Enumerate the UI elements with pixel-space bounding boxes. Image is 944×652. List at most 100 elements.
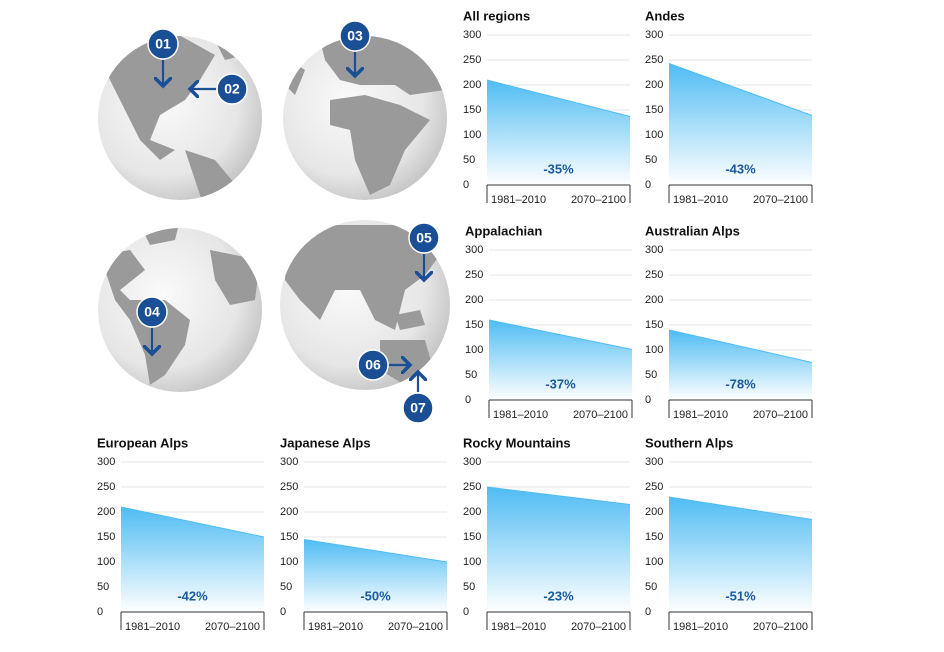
x-tick-label: 1981–2010 — [673, 194, 728, 206]
area-line — [486, 486, 631, 505]
y-tick-label: 0 — [645, 606, 651, 618]
marker-label: 02 — [224, 81, 240, 97]
y-tick-label: 250 — [465, 269, 483, 281]
y-tick-label: 100 — [97, 556, 115, 568]
y-tick-label: 100 — [463, 129, 481, 141]
chart-title: All regions — [463, 8, 530, 23]
area-fill — [669, 330, 812, 400]
area-fill — [487, 80, 630, 185]
x-tick-label: 2070–2100 — [571, 621, 626, 633]
y-tick-label: 300 — [645, 456, 663, 468]
y-tick-label: 150 — [645, 319, 663, 331]
x-tick-label: 2070–2100 — [573, 409, 628, 421]
x-tick-label: 1981–2010 — [673, 409, 728, 421]
y-tick-label: 250 — [645, 269, 663, 281]
x-tick-label: 2070–2100 — [753, 194, 808, 206]
y-tick-label: 250 — [645, 54, 663, 66]
area-fill — [669, 63, 812, 185]
area-fill — [489, 320, 632, 400]
y-tick-label: 200 — [645, 79, 663, 91]
marker-badge — [216, 73, 248, 105]
y-tick-label: 100 — [463, 556, 481, 568]
area-line — [668, 63, 813, 116]
y-tick-label: 100 — [645, 344, 663, 356]
area-line — [668, 496, 813, 520]
y-tick-label: 0 — [463, 606, 469, 618]
y-tick-label: 50 — [465, 369, 477, 381]
x-tick-label: 1981–2010 — [491, 621, 546, 633]
area-line — [303, 539, 448, 563]
y-tick-label: 50 — [463, 581, 475, 593]
x-tick-label: 2070–2100 — [753, 621, 808, 633]
change-label: -37% — [545, 376, 576, 391]
y-tick-label: 0 — [97, 606, 103, 618]
marker-label: 03 — [347, 28, 363, 44]
y-tick-label: 50 — [645, 581, 657, 593]
x-tick-label: 1981–2010 — [491, 194, 546, 206]
y-tick-label: 200 — [645, 506, 663, 518]
y-tick-label: 150 — [465, 319, 483, 331]
y-tick-label: 150 — [645, 104, 663, 116]
y-tick-label: 50 — [280, 581, 292, 593]
y-tick-label: 250 — [463, 54, 481, 66]
y-tick-label: 250 — [463, 481, 481, 493]
change-label: -50% — [360, 588, 391, 603]
y-tick-label: 150 — [280, 531, 298, 543]
area-fill — [304, 539, 447, 612]
chart-title: Australian Alps — [645, 223, 740, 238]
y-tick-label: 300 — [463, 29, 481, 41]
change-label: -51% — [725, 588, 756, 603]
y-tick-label: 300 — [463, 456, 481, 468]
marker-badge — [408, 222, 440, 254]
y-tick-label: 300 — [645, 244, 663, 256]
y-tick-label: 200 — [97, 506, 115, 518]
change-label: -23% — [543, 588, 574, 603]
chart-title: Rocky Mountains — [463, 435, 571, 450]
y-tick-label: 150 — [463, 531, 481, 543]
chart-title: European Alps — [97, 435, 188, 450]
chart-title: Southern Alps — [645, 435, 733, 450]
area-line — [486, 79, 631, 117]
marker-badge — [402, 392, 434, 424]
x-tick-label: 1981–2010 — [673, 621, 728, 633]
y-tick-label: 300 — [645, 29, 663, 41]
chart-title: Andes — [645, 8, 685, 23]
y-tick-label: 200 — [463, 79, 481, 91]
y-tick-label: 150 — [97, 531, 115, 543]
marker-badge — [339, 20, 371, 52]
y-tick-label: 0 — [463, 179, 469, 191]
change-label: -42% — [177, 588, 208, 603]
y-tick-label: 300 — [465, 244, 483, 256]
x-tick-label: 1981–2010 — [125, 621, 180, 633]
x-tick-label: 1981–2010 — [308, 621, 363, 633]
marker-label: 07 — [410, 400, 426, 416]
marker-label: 01 — [155, 36, 171, 52]
y-tick-label: 150 — [463, 104, 481, 116]
x-tick-label: 1981–2010 — [493, 409, 548, 421]
x-tick-label: 2070–2100 — [205, 621, 260, 633]
marker-label: 05 — [416, 230, 432, 246]
y-tick-label: 0 — [645, 179, 651, 191]
marker-badge — [136, 296, 168, 328]
area-fill — [487, 487, 630, 612]
area-fill — [669, 497, 812, 612]
y-tick-label: 150 — [645, 531, 663, 543]
marker-label: 04 — [144, 304, 160, 320]
chart-title: Appalachian — [465, 223, 542, 238]
marker-badge — [147, 28, 179, 60]
y-tick-label: 200 — [463, 506, 481, 518]
y-tick-label: 100 — [645, 129, 663, 141]
y-tick-label: 250 — [645, 481, 663, 493]
y-tick-label: 50 — [645, 369, 657, 381]
y-tick-label: 200 — [280, 506, 298, 518]
x-tick-label: 2070–2100 — [753, 409, 808, 421]
y-tick-label: 250 — [280, 481, 298, 493]
y-tick-label: 300 — [280, 456, 298, 468]
y-tick-label: 50 — [645, 154, 657, 166]
marker-badge — [357, 349, 389, 381]
y-tick-label: 200 — [645, 294, 663, 306]
change-label: -35% — [543, 161, 574, 176]
y-tick-label: 0 — [645, 394, 651, 406]
map-markers: 01 02 03 04 05 06 07 — [136, 20, 440, 424]
